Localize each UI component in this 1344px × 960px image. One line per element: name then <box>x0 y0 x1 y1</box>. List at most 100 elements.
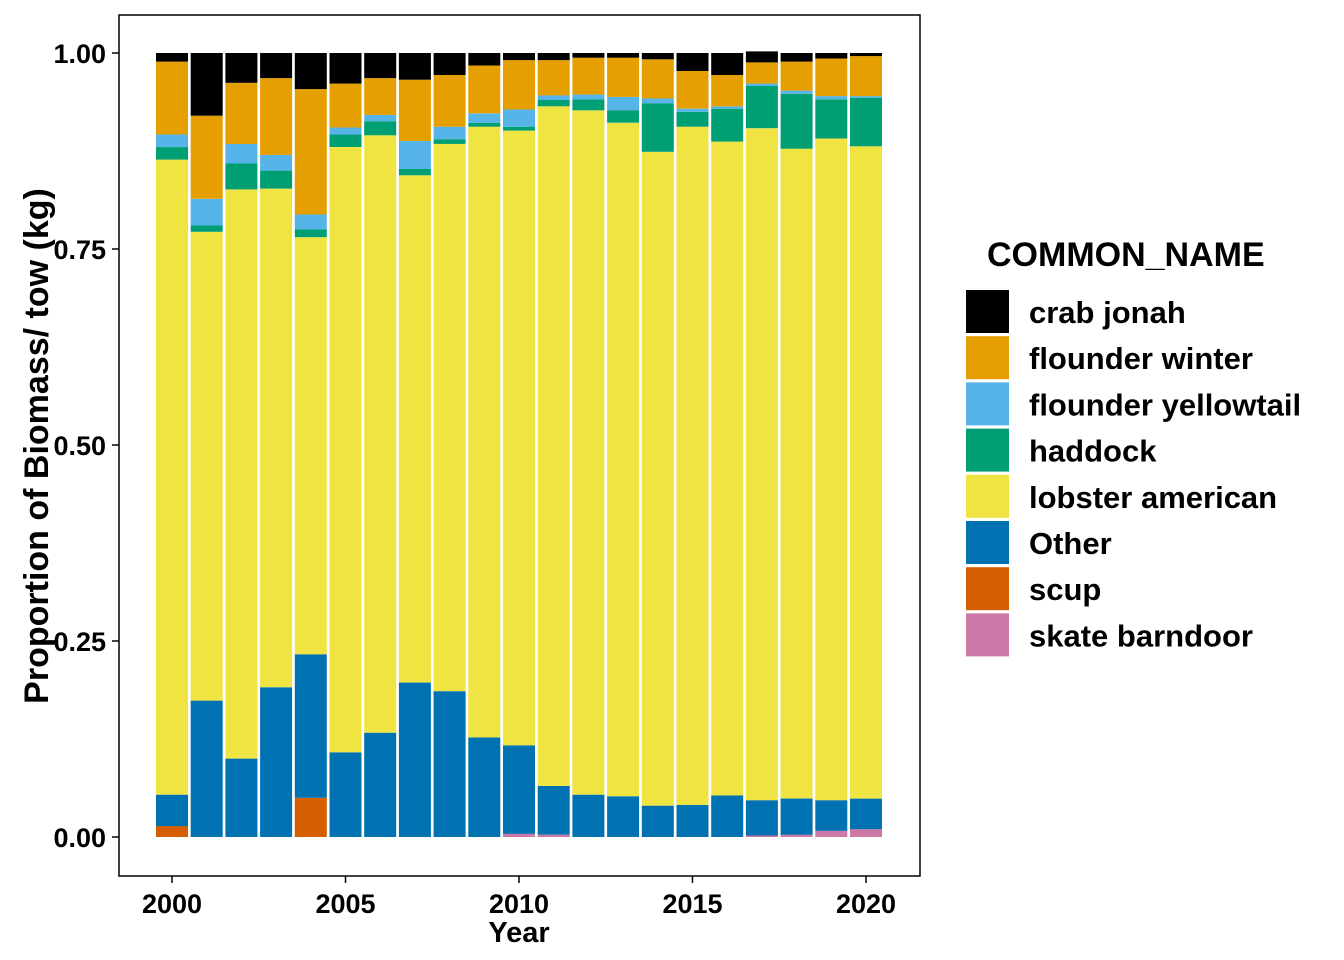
bar-segment <box>815 99 848 139</box>
bar-segment <box>190 700 223 837</box>
bar-segment <box>572 94 605 100</box>
x-tick-label: 2010 <box>489 889 549 919</box>
legend-key <box>966 521 1009 564</box>
bar-segment <box>572 53 605 58</box>
legend-key <box>966 474 1009 518</box>
bar-segment <box>676 53 709 71</box>
bar-segment <box>398 79 431 141</box>
bar-segment <box>225 82 258 144</box>
bar-segment <box>780 93 813 149</box>
bar-segment <box>190 53 223 116</box>
bar-segment <box>676 111 709 127</box>
bar-segment <box>433 53 466 75</box>
bar-segment <box>398 175 431 683</box>
bar-segment <box>294 237 327 655</box>
bar-segment <box>815 138 848 801</box>
bar-segment <box>294 797 327 837</box>
bar-segment <box>468 126 501 738</box>
bar-segment <box>364 732 397 837</box>
bar-segment <box>641 98 674 104</box>
bar-segment <box>468 53 501 66</box>
bar-segment <box>815 58 848 97</box>
bar-segment <box>225 189 258 759</box>
bar-segment <box>607 122 640 797</box>
bar-segment <box>572 99 605 111</box>
legend: COMMON_NAME crab jonah flounder winter flo… <box>966 236 1301 657</box>
bar-segment <box>780 90 813 94</box>
legend-key <box>966 382 1009 426</box>
bar-segment <box>711 108 744 142</box>
bar-segment <box>260 170 293 189</box>
bar-segment <box>260 687 293 837</box>
bar-segment <box>711 141 744 796</box>
legend-label: flounder winter <box>1029 341 1253 376</box>
bar-segment <box>294 214 327 230</box>
bar-segment <box>780 53 813 62</box>
y-tick-label: 1.00 <box>53 39 106 69</box>
bar-segment <box>607 96 640 111</box>
bar-segment <box>745 51 778 63</box>
bar-segment <box>329 83 362 128</box>
bar-segment <box>156 159 188 795</box>
legend-label: skate barndoor <box>1029 618 1253 653</box>
legend-key <box>966 613 1009 657</box>
bar-segment <box>156 61 188 135</box>
bar-segment <box>294 229 327 238</box>
bar-segment <box>607 110 640 123</box>
bar-segment <box>156 826 188 837</box>
bar-segment <box>433 143 466 692</box>
legend-key <box>966 336 1009 380</box>
x-tick-label: 2015 <box>662 889 722 919</box>
x-axis: 2000 2005 2010 2015 2020 <box>142 876 896 919</box>
bar-segment <box>156 53 188 62</box>
bar-segment <box>641 151 674 806</box>
bar-segment <box>156 147 188 160</box>
legend-key <box>966 428 1009 472</box>
legend-label: crab jonah <box>1029 295 1186 330</box>
bar-segment <box>433 126 466 140</box>
x-tick-label: 2000 <box>142 889 202 919</box>
bar-segment <box>225 53 258 83</box>
bar-segment <box>850 56 882 97</box>
bar-segment <box>364 53 397 79</box>
bar-segment <box>607 796 640 837</box>
bar-segment <box>676 71 709 109</box>
bar-segment <box>711 106 744 109</box>
legend-title: COMMON_NAME <box>987 236 1265 274</box>
bar-segment <box>745 835 778 837</box>
bar-segment <box>364 114 397 122</box>
bar-segment <box>294 53 327 90</box>
bar-segment <box>745 85 778 129</box>
bar-segment <box>815 96 848 100</box>
bar-segment <box>503 109 535 127</box>
bar-segment <box>468 122 501 127</box>
bar-segment <box>850 96 882 98</box>
bar-segment <box>225 758 258 837</box>
legend-label: flounder yellowtail <box>1029 387 1301 422</box>
bar-segment <box>676 804 709 837</box>
bar-segment <box>190 115 223 199</box>
bar-segment <box>850 146 882 799</box>
bar-segment <box>850 53 882 57</box>
bar-segment <box>537 834 570 837</box>
bar-segment <box>503 60 535 110</box>
bar-segment <box>398 169 431 176</box>
bar-segment <box>329 53 362 84</box>
bar-segment <box>780 798 813 835</box>
bar-segment <box>745 128 778 801</box>
bar-segment <box>225 143 258 164</box>
bar-segment <box>537 53 570 61</box>
bar-segment <box>780 148 813 799</box>
bar-segment <box>537 106 570 787</box>
y-tick-label: 0.50 <box>53 431 106 461</box>
bar-segment <box>433 75 466 127</box>
bar-segment <box>537 100 570 107</box>
bar-segment <box>745 62 778 84</box>
bar-segment <box>398 682 431 837</box>
bar-segment <box>711 75 744 107</box>
bar-segment <box>850 798 882 830</box>
bar-segment <box>503 126 535 131</box>
legend-label: Other <box>1029 526 1112 561</box>
bar-segment <box>503 130 535 746</box>
